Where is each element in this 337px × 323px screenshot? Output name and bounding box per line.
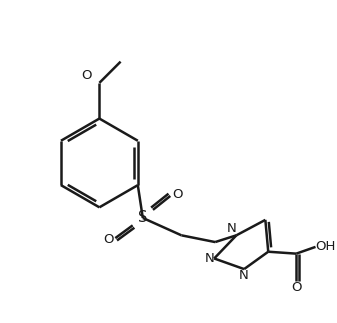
Text: O: O [172,188,182,201]
Text: N: N [227,222,236,235]
Text: S: S [138,211,148,225]
Text: OH: OH [315,240,336,253]
Text: N: N [205,252,214,265]
Text: N: N [239,269,249,282]
Text: O: O [103,233,114,246]
Text: O: O [81,69,92,82]
Text: O: O [291,281,302,294]
